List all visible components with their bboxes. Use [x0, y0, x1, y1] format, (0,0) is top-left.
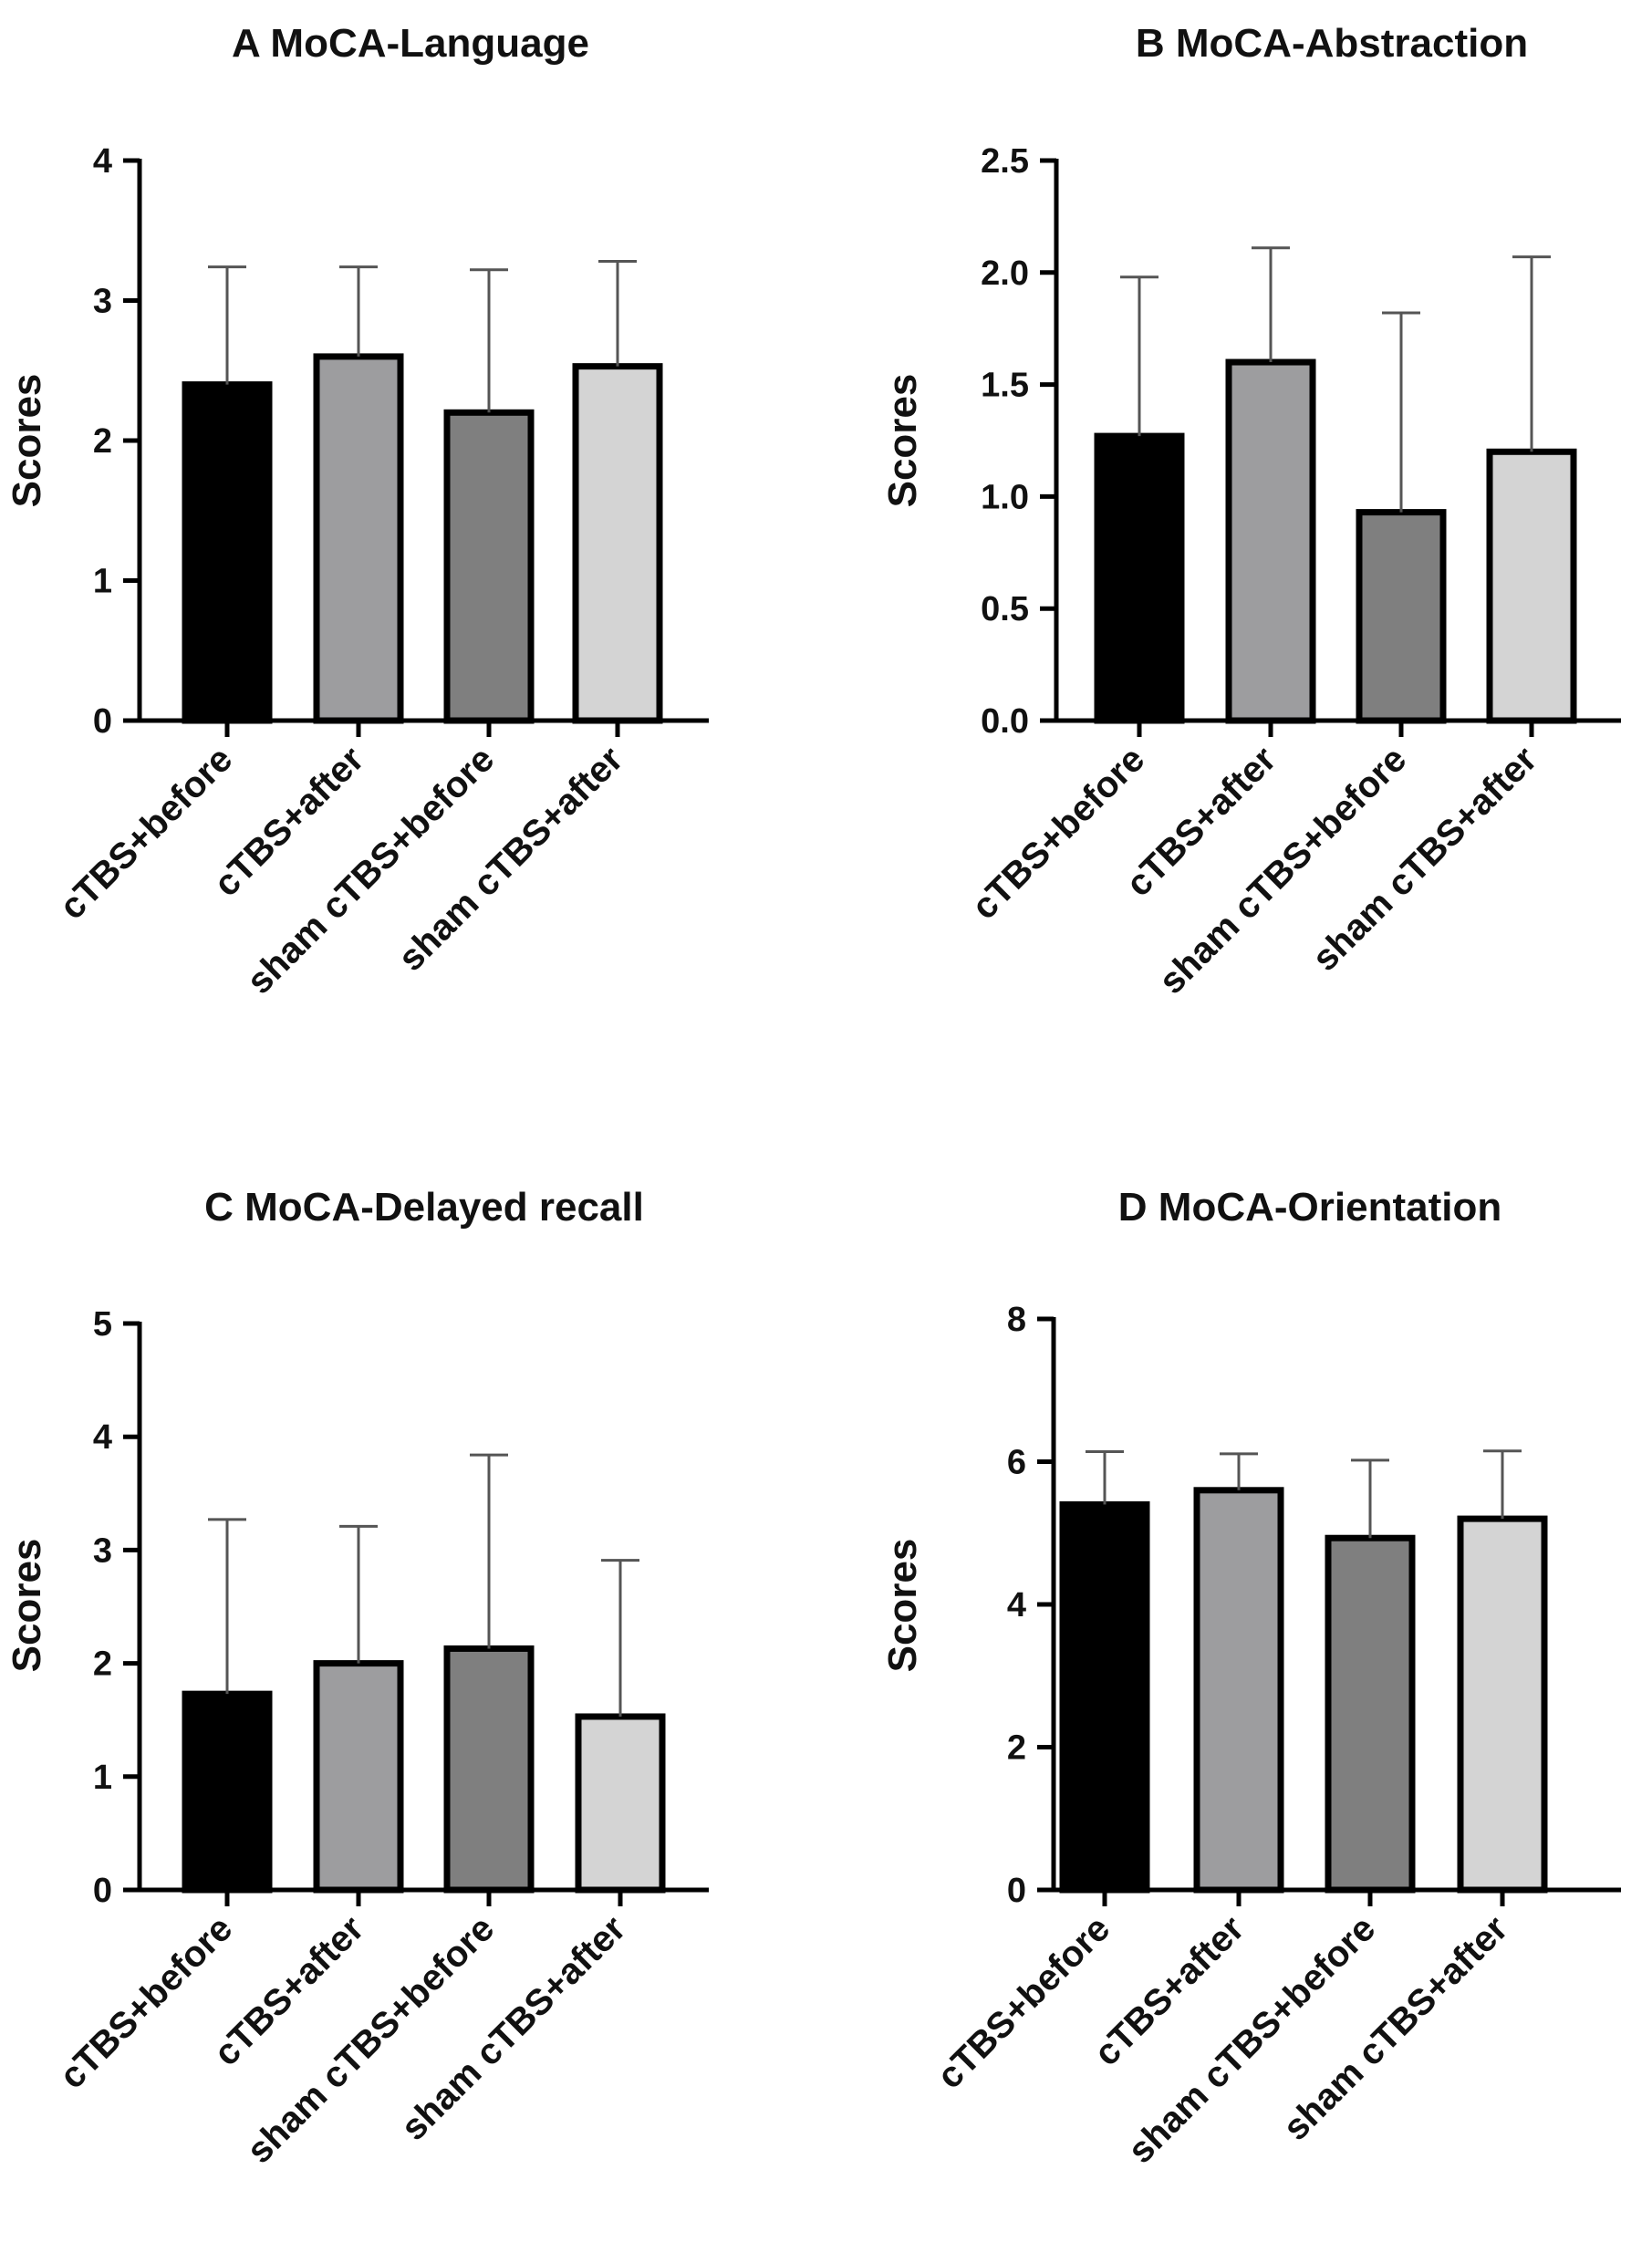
bar-c-2 — [313, 1660, 404, 1894]
x-category-label-d-3: sham cTBS+before — [1120, 1908, 1383, 2171]
bar-c-3 — [443, 1645, 535, 1894]
x-category-label-c-3: sham cTBS+before — [239, 1908, 502, 2171]
chart-title-b: B MoCA-Abstraction — [1136, 21, 1528, 66]
chart-title-c: C MoCA-Delayed recall — [204, 1185, 644, 1230]
bar-d-3 — [1325, 1534, 1416, 1894]
bar-a-2 — [313, 353, 404, 724]
bar-d-2 — [1193, 1487, 1284, 1894]
x-category-label-a-4: sham cTBS+after — [390, 739, 630, 979]
x-category-label-a-1: cTBS+before — [52, 739, 240, 927]
y-tick-label-b-2: 1.0 — [981, 478, 1029, 516]
bar-c-1 — [182, 1690, 273, 1894]
bar-a-4 — [572, 363, 663, 724]
chart-panel-b: B MoCA-Abstraction Scores 0.0 0.5 1.0 1.5 2.0 2… — [880, 21, 1621, 1002]
y-tick-label-c-4: 4 — [93, 1418, 112, 1457]
y-tick-label-a-4: 4 — [93, 142, 112, 181]
y-tick-label-d-1: 2 — [1007, 1729, 1026, 1768]
bar-b-1 — [1094, 432, 1185, 724]
y-tick-label-c-3: 3 — [93, 1531, 112, 1570]
chart-panel-a: A MoCA-LanguageScores01234cTBS+beforecTB… — [5, 21, 709, 1002]
y-axis-title-d: Scores — [880, 1539, 925, 1673]
bar-b-3 — [1356, 509, 1447, 724]
bar-a-3 — [443, 409, 535, 724]
chart-panel-c: C MoCA-Delayed recall Scores 0 1 2 3 4 5 cTBS+be… — [5, 1185, 709, 2171]
y-tick-label-d-0: 0 — [1007, 1872, 1026, 1910]
bar-d-1 — [1059, 1500, 1150, 1894]
y-tick-label-d-2: 4 — [1007, 1586, 1026, 1624]
bar-d-4 — [1457, 1515, 1548, 1894]
x-category-label-c-1: cTBS+before — [52, 1908, 240, 2096]
y-axis-title-b: Scores — [880, 374, 925, 508]
chart-title-a: A MoCA-Language — [232, 21, 589, 66]
x-category-label-a-3: sham cTBS+before — [239, 739, 502, 1002]
bar-b-4 — [1486, 448, 1577, 724]
x-category-label-d-4: sham cTBS+after — [1275, 1908, 1515, 2148]
y-tick-label-b-1: 0.5 — [981, 590, 1029, 628]
y-tick-label-c-2: 2 — [93, 1645, 112, 1684]
y-tick-label-b-3: 1.5 — [981, 367, 1029, 405]
y-tick-label-a-2: 2 — [93, 422, 112, 461]
x-category-label-c-4: sham cTBS+after — [393, 1908, 633, 2148]
y-tick-label-c-0: 0 — [93, 1872, 112, 1910]
y-tick-label-c-5: 5 — [93, 1305, 112, 1344]
x-category-label-b-4: sham cTBS+after — [1304, 739, 1544, 979]
y-tick-label-b-5: 2.5 — [981, 142, 1029, 181]
bar-a-1 — [182, 381, 273, 724]
y-axis-title-a: Scores — [5, 374, 49, 508]
y-tick-label-d-4: 8 — [1007, 1301, 1026, 1339]
bar-b-2 — [1225, 358, 1316, 724]
x-category-label-b-1: cTBS+before — [964, 739, 1152, 927]
y-tick-label-a-0: 0 — [93, 702, 112, 741]
y-tick-label-b-0: 0.0 — [981, 702, 1029, 741]
y-tick-label-d-3: 6 — [1007, 1444, 1026, 1482]
y-tick-label-a-3: 3 — [93, 283, 112, 321]
y-axis-title-c: Scores — [5, 1539, 49, 1673]
y-tick-label-b-4: 2.0 — [981, 254, 1029, 293]
chart-title-d: D MoCA-Orientation — [1118, 1185, 1501, 1230]
bar-c-4 — [575, 1713, 666, 1894]
y-tick-label-a-1: 1 — [93, 563, 112, 601]
y-tick-label-c-1: 1 — [93, 1759, 112, 1797]
x-category-label-d-1: cTBS+before — [930, 1908, 1117, 2096]
x-category-label-b-3: sham cTBS+before — [1151, 739, 1414, 1002]
chart-panel-d: D MoCA-Orientation Scores 0 2 4 6 8 cTBS+before… — [880, 1185, 1621, 2171]
